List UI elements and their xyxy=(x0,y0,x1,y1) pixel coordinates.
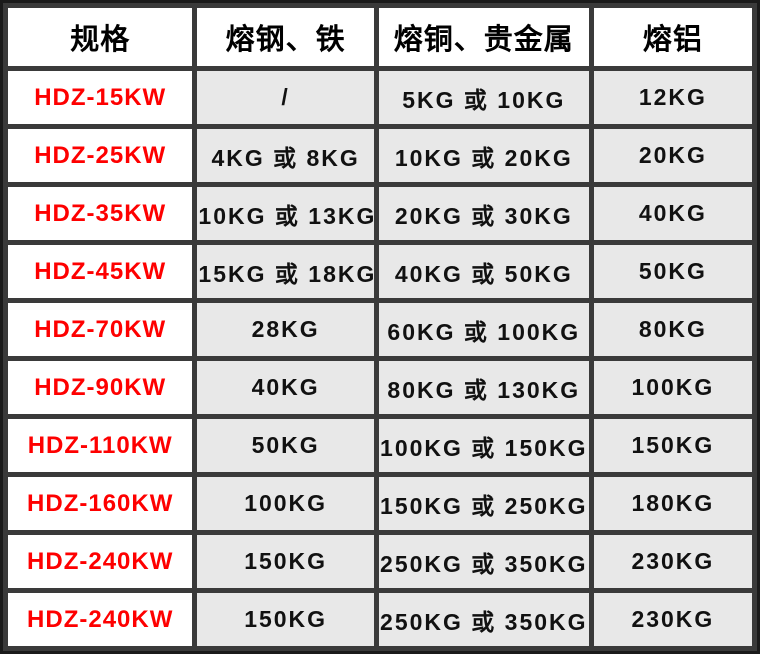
cell-copper-precious: 250KG 或 350KG xyxy=(378,593,589,646)
cell-aluminum: 230KG xyxy=(593,593,752,646)
table-row: HDZ-110KW 50KG 100KG 或 150KG 150KG xyxy=(8,419,752,472)
table-row: HDZ-160KW 100KG 150KG 或 250KG 180KG xyxy=(8,477,752,530)
cell-steel-iron: 100KG xyxy=(197,477,374,530)
cell-spec: HDZ-25KW xyxy=(8,129,193,182)
header-row: 规格 熔钢、铁 熔铜、贵金属 熔铝 xyxy=(8,8,752,66)
header-aluminum: 熔铝 xyxy=(593,8,752,66)
table-row: HDZ-240KW 150KG 250KG 或 350KG 230KG xyxy=(8,535,752,588)
cell-steel-iron: 10KG 或 13KG xyxy=(197,187,374,240)
cell-steel-iron: / xyxy=(197,71,374,124)
cell-spec: HDZ-160KW xyxy=(8,477,193,530)
header-spec: 规格 xyxy=(8,8,193,66)
cell-copper-precious: 60KG 或 100KG xyxy=(378,303,589,356)
cell-aluminum: 150KG xyxy=(593,419,752,472)
cell-steel-iron: 50KG xyxy=(197,419,374,472)
cell-aluminum: 12KG xyxy=(593,71,752,124)
cell-steel-iron: 15KG 或 18KG xyxy=(197,245,374,298)
cell-copper-precious: 150KG 或 250KG xyxy=(378,477,589,530)
cell-steel-iron: 4KG 或 8KG xyxy=(197,129,374,182)
cell-aluminum: 80KG xyxy=(593,303,752,356)
cell-spec: HDZ-45KW xyxy=(8,245,193,298)
cell-copper-precious: 250KG 或 350KG xyxy=(378,535,589,588)
cell-copper-precious: 5KG 或 10KG xyxy=(378,71,589,124)
cell-spec: HDZ-240KW xyxy=(8,535,193,588)
header-steel-iron: 熔钢、铁 xyxy=(197,8,374,66)
cell-spec: HDZ-240KW xyxy=(8,593,193,646)
cell-aluminum: 50KG xyxy=(593,245,752,298)
table-row: HDZ-90KW 40KG 80KG 或 130KG 100KG xyxy=(8,361,752,414)
cell-steel-iron: 150KG xyxy=(197,593,374,646)
table-row: HDZ-70KW 28KG 60KG 或 100KG 80KG xyxy=(8,303,752,356)
cell-spec: HDZ-110KW xyxy=(8,419,193,472)
table-row: HDZ-240KW 150KG 250KG 或 350KG 230KG xyxy=(8,593,752,646)
cell-copper-precious: 100KG 或 150KG xyxy=(378,419,589,472)
table-row: HDZ-25KW 4KG 或 8KG 10KG 或 20KG 20KG xyxy=(8,129,752,182)
table-row: HDZ-15KW / 5KG 或 10KG 12KG xyxy=(8,71,752,124)
cell-copper-precious: 10KG 或 20KG xyxy=(378,129,589,182)
header-copper-precious: 熔铜、贵金属 xyxy=(378,8,589,66)
cell-aluminum: 20KG xyxy=(593,129,752,182)
cell-steel-iron: 150KG xyxy=(197,535,374,588)
cell-copper-precious: 20KG 或 30KG xyxy=(378,187,589,240)
cell-spec: HDZ-90KW xyxy=(8,361,193,414)
cell-steel-iron: 40KG xyxy=(197,361,374,414)
cell-aluminum: 230KG xyxy=(593,535,752,588)
table-row: HDZ-45KW 15KG 或 18KG 40KG 或 50KG 50KG xyxy=(8,245,752,298)
cell-aluminum: 40KG xyxy=(593,187,752,240)
table-row: HDZ-35KW 10KG 或 13KG 20KG 或 30KG 40KG xyxy=(8,187,752,240)
furnace-capacity-table: 规格 熔钢、铁 熔铜、贵金属 熔铝 HDZ-15KW / 5KG 或 10KG … xyxy=(3,3,757,651)
cell-copper-precious: 80KG 或 130KG xyxy=(378,361,589,414)
cell-spec: HDZ-70KW xyxy=(8,303,193,356)
cell-aluminum: 180KG xyxy=(593,477,752,530)
cell-spec: HDZ-35KW xyxy=(8,187,193,240)
cell-copper-precious: 40KG 或 50KG xyxy=(378,245,589,298)
cell-aluminum: 100KG xyxy=(593,361,752,414)
cell-steel-iron: 28KG xyxy=(197,303,374,356)
cell-spec: HDZ-15KW xyxy=(8,71,193,124)
